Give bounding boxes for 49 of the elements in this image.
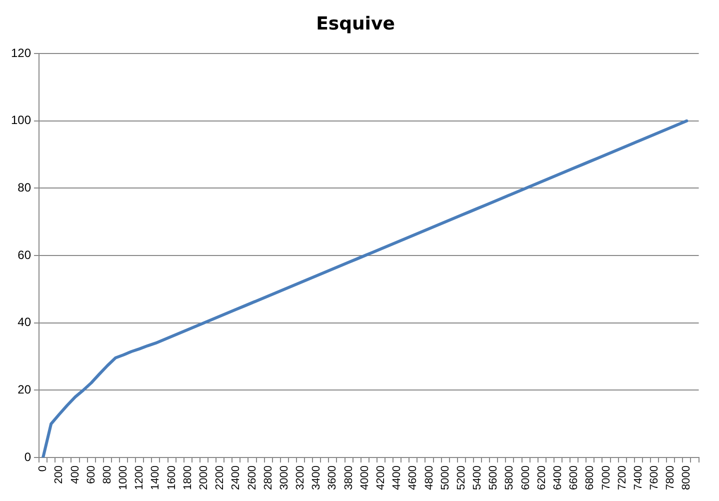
x-tick-label: 7400 bbox=[632, 466, 644, 490]
x-tick-label: 4400 bbox=[391, 466, 404, 490]
x-tick-label: 2400 bbox=[230, 466, 242, 490]
x-tick-label: 7800 bbox=[664, 466, 677, 490]
x-tick-label: 1400 bbox=[150, 466, 162, 490]
x-tick-label: 3200 bbox=[294, 466, 307, 490]
x-tick-label: 5200 bbox=[455, 466, 468, 490]
chart-title: Esquive bbox=[316, 13, 395, 34]
x-tick-label: 400 bbox=[69, 466, 82, 484]
x-tick-label: 200 bbox=[53, 466, 66, 484]
x-tick-label: 1200 bbox=[134, 466, 146, 490]
x-tick-label: 3600 bbox=[326, 466, 339, 490]
x-tick-label: 2600 bbox=[246, 466, 258, 490]
x-tick-label: 1600 bbox=[166, 466, 178, 490]
y-tick-label: 120 bbox=[10, 46, 32, 60]
x-tick-label: 800 bbox=[101, 466, 114, 484]
y-tick-label: 60 bbox=[18, 248, 32, 262]
y-tick-label: 0 bbox=[24, 450, 32, 464]
x-tick-label: 6200 bbox=[536, 466, 548, 490]
x-tick-label: 7000 bbox=[600, 466, 612, 490]
x-tick-label: 3800 bbox=[342, 466, 355, 490]
x-tick-label: 4000 bbox=[358, 466, 371, 490]
x-tick-label: 6000 bbox=[520, 466, 532, 490]
x-tick-label: 6600 bbox=[568, 466, 580, 490]
x-tick-label: 6800 bbox=[584, 466, 596, 490]
x-tick-label: 4600 bbox=[407, 466, 420, 490]
x-tick-label: 5800 bbox=[504, 466, 516, 490]
x-tick-label: 5400 bbox=[472, 466, 484, 490]
x-tick-label: 3000 bbox=[278, 466, 290, 490]
y-tick-label: 100 bbox=[10, 113, 32, 128]
x-tick-label: 4200 bbox=[375, 466, 387, 490]
x-tick-label: 2800 bbox=[262, 466, 274, 490]
x-tick-label: 5600 bbox=[488, 466, 500, 490]
x-tick-label: 8000 bbox=[680, 466, 693, 490]
x-tick-label: 5000 bbox=[439, 466, 452, 490]
y-tick-label: 20 bbox=[18, 382, 32, 397]
x-tick-label: 0 bbox=[37, 466, 50, 472]
x-tick-label: 4800 bbox=[423, 466, 436, 490]
y-tick-label: 80 bbox=[18, 180, 32, 195]
x-tick-label: 7200 bbox=[616, 466, 628, 490]
x-tick-label: 2200 bbox=[214, 466, 226, 490]
x-tick-label: 1000 bbox=[118, 466, 130, 490]
y-tick-label: 40 bbox=[18, 315, 32, 330]
x-tick-label: 600 bbox=[85, 466, 98, 484]
x-tick-label: 1800 bbox=[182, 466, 194, 490]
x-tick-label: 3400 bbox=[310, 466, 323, 490]
x-tick-label: 6400 bbox=[552, 466, 564, 490]
x-tick-label: 2000 bbox=[198, 466, 210, 490]
x-tick-label: 7600 bbox=[648, 466, 661, 490]
